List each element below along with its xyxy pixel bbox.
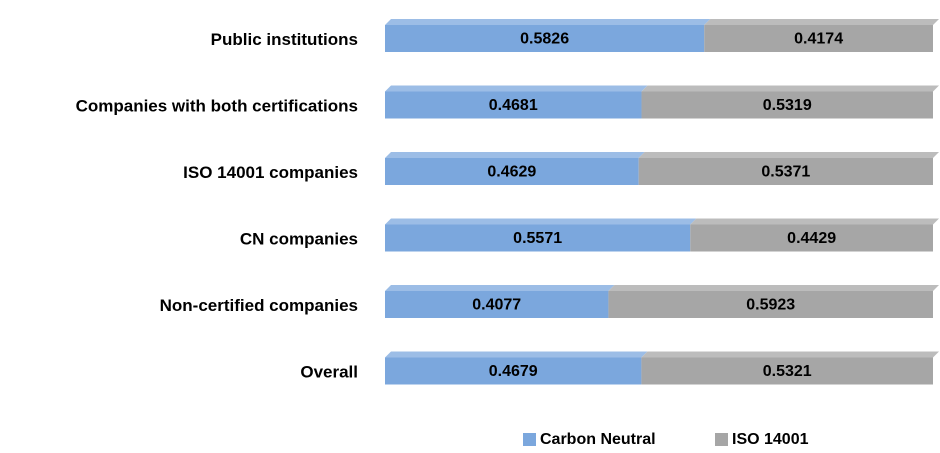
data-label: 0.5571: [513, 230, 562, 247]
data-label: 0.4077: [472, 297, 521, 314]
category-label: Companies with both certifications: [76, 96, 358, 115]
bar-top: [385, 351, 648, 358]
bar: [641, 91, 933, 119]
data-label: 0.4629: [487, 164, 536, 181]
data-label: 0.4174: [794, 31, 843, 48]
bar-top: [638, 152, 939, 158]
category-label: CN companies: [240, 229, 358, 248]
data-label: 0.5923: [746, 297, 795, 314]
data-label: 0.4679: [489, 363, 538, 380]
bar-top: [608, 285, 939, 291]
bar: [690, 224, 933, 252]
bar-top: [385, 285, 615, 291]
bar: [385, 158, 639, 185]
legend-swatch: [523, 433, 536, 446]
bar: [704, 25, 933, 52]
bar-top: [385, 152, 645, 158]
bar: [385, 357, 642, 385]
bar: [641, 357, 933, 385]
legend-label: ISO 14001: [732, 431, 809, 448]
bar: [385, 224, 691, 252]
bar-top: [704, 19, 939, 25]
bar: [638, 158, 933, 185]
bar-top: [385, 218, 697, 225]
legend-swatch: [715, 433, 728, 446]
bar-top: [641, 85, 939, 92]
bar-top: [690, 218, 939, 225]
bar: [385, 291, 609, 318]
data-label: 0.5826: [520, 31, 569, 48]
data-label: 0.4681: [489, 97, 538, 114]
category-label: Overall: [300, 362, 358, 381]
category-label: Public institutions: [211, 30, 358, 49]
bar-top: [385, 85, 648, 92]
bar: [385, 91, 642, 119]
bar: [608, 291, 933, 318]
bar-top: [641, 351, 939, 358]
bar-top: [385, 19, 711, 25]
data-label: 0.5319: [763, 97, 812, 114]
data-label: 0.5371: [761, 164, 810, 181]
legend-label: Carbon Neutral: [540, 431, 656, 448]
category-label: ISO 14001 companies: [183, 163, 358, 182]
data-label: 0.4429: [787, 230, 836, 247]
category-label: Non-certified companies: [160, 296, 358, 315]
data-label: 0.5321: [763, 363, 812, 380]
bar: [385, 25, 705, 52]
